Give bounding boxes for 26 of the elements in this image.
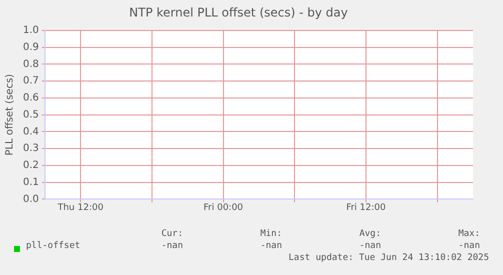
text: -nan	[260, 241, 282, 251]
y-tick-label: 0.3	[22, 143, 39, 154]
x-tick-label: Thu 12:00	[56, 202, 104, 213]
y-tick-label: 0.2	[22, 160, 39, 172]
chart-title: NTP kernel PLL offset (secs) - by day	[129, 5, 348, 20]
text: Last update: Tue Jun 24 13:10:02 2025	[288, 253, 489, 263]
y-tick-label: 0.6	[22, 92, 39, 104]
y-tick-label: 0.8	[22, 58, 39, 70]
y-tick-label: 0.0	[22, 194, 39, 205]
y-tick-label: 0.1	[22, 176, 39, 188]
y-tick-label: 0.5	[22, 109, 39, 120]
x-tick-label: Fri 12:00	[346, 202, 386, 213]
x-tick-label: Fri 00:00	[204, 202, 244, 213]
text: -nan	[458, 241, 480, 251]
legend-label: pll-offset	[26, 241, 80, 251]
y-tick-label: 0.9	[22, 42, 39, 53]
text: -nan	[161, 241, 183, 251]
y-tick-label: 0.4	[22, 126, 39, 138]
y-tick-label: 1.0	[22, 24, 39, 36]
text: Avg:	[359, 229, 381, 239]
y-axis-title: PLL offset (secs)	[4, 74, 16, 156]
text: Min:	[260, 229, 282, 239]
y-tick-label: 0.7	[22, 76, 39, 87]
text: Max:	[458, 229, 480, 239]
text: Cur:	[161, 229, 183, 239]
text: -nan	[359, 241, 381, 251]
